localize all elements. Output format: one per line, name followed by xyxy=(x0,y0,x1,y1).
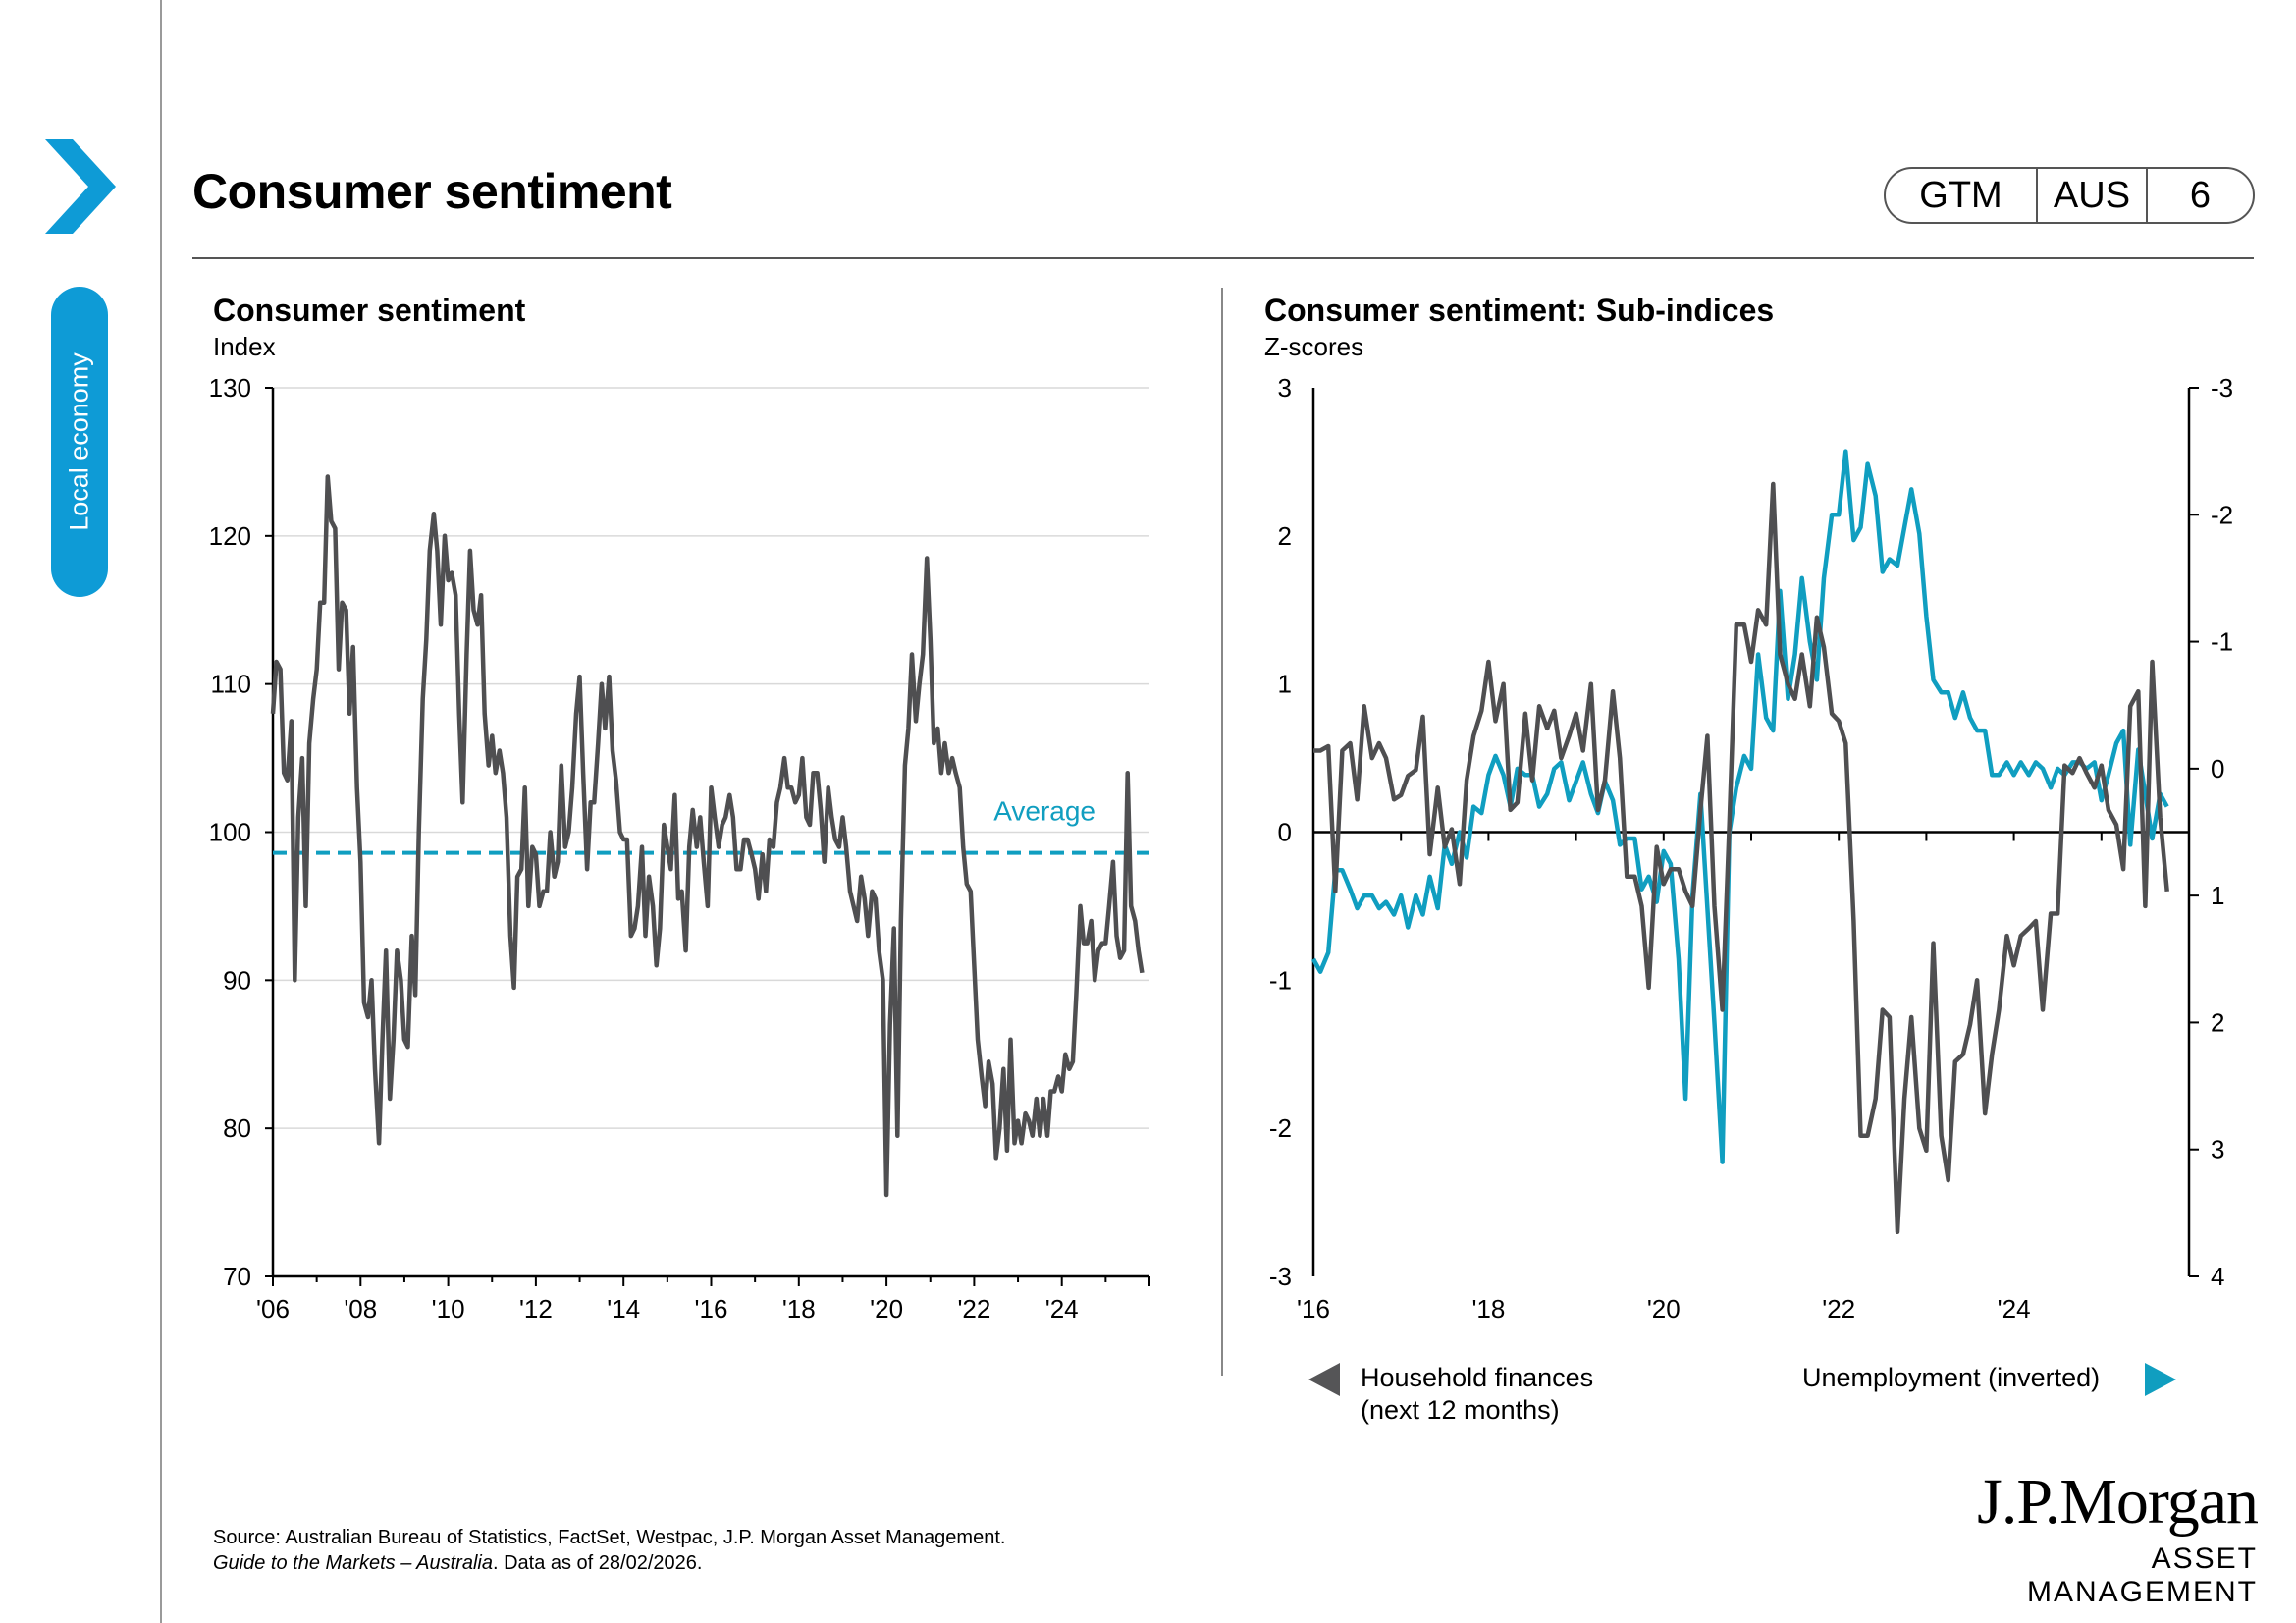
right-y-tick-label: 0 xyxy=(2211,754,2224,784)
left-y-tick-label: 1 xyxy=(1278,670,1292,699)
y-tick-label: 130 xyxy=(209,373,251,403)
legend-left-arrow-icon xyxy=(1308,1363,1340,1396)
x-tick-label: '24 xyxy=(1998,1294,2031,1324)
x-tick-label: '20 xyxy=(870,1294,903,1324)
legend-household-line2: (next 12 months) xyxy=(1361,1395,1560,1425)
guide-title: Guide to the Markets – Australia xyxy=(213,1552,493,1574)
right-y-tick-label: -3 xyxy=(2211,373,2233,403)
source-line: Source: Australian Bureau of Statistics,… xyxy=(213,1527,1006,1548)
left-y-tick-label: -1 xyxy=(1269,965,1292,995)
left-y-tick-label: 2 xyxy=(1278,521,1292,551)
source-note: Source: Australian Bureau of Statistics,… xyxy=(213,1525,1005,1576)
x-tick-label: '16 xyxy=(1297,1294,1330,1324)
sub-indices-chart: -3 -2 -1 0 1 2 3 -3 -2 -1 0 1 2 3 4 '16 '18 '20 '22 '24 xyxy=(1269,373,2233,1324)
sentiment-index-chart: 70 80 90 100 110 120 130 '06 '08 '10 '12 '14 '16 '18 '… xyxy=(209,373,1150,1324)
average-label: Average xyxy=(993,796,1095,827)
sentiment-series-line xyxy=(270,474,1145,1198)
y-tick-label: 110 xyxy=(211,670,251,699)
chart-divider xyxy=(1221,288,1223,1376)
right-y-tick-label: 1 xyxy=(2211,881,2224,910)
household-finances-series-line xyxy=(1313,481,2169,1235)
x-tick-label: '18 xyxy=(1471,1294,1505,1324)
y-tick-label: 70 xyxy=(223,1262,251,1291)
y-tick-label: 100 xyxy=(209,818,251,847)
y-tick-label: 80 xyxy=(223,1113,251,1143)
left-y-tick-label: -3 xyxy=(1269,1262,1292,1291)
right-y-tick-label: -1 xyxy=(2211,627,2233,657)
left-vertical-rule xyxy=(160,0,162,1623)
badge-gtm: GTM xyxy=(1919,174,2002,216)
x-tick-label: '14 xyxy=(607,1294,640,1324)
x-tick-label: '08 xyxy=(344,1294,377,1324)
right-y-tick-label: 4 xyxy=(2211,1262,2224,1291)
chevron-right-icon xyxy=(45,139,116,234)
right-y-tick-label: -2 xyxy=(2211,500,2233,529)
left-y-tick-label: -2 xyxy=(1269,1113,1292,1143)
page-title: Consumer sentiment xyxy=(192,164,672,219)
logo-line1: J.P.Morgan xyxy=(1977,1466,2259,1538)
left-chart-title: Consumer sentiment xyxy=(213,293,526,328)
y-tick-label: 120 xyxy=(209,521,251,551)
right-chart-ylabel: Z-scores xyxy=(1264,332,1364,361)
legend-household-finances: Household finances (next 12 months) xyxy=(1361,1362,1593,1427)
badge-page-number: 6 xyxy=(2189,174,2212,216)
jpmorgan-logo: J.P.Morgan ASSET MANAGEMENT xyxy=(1924,1466,2259,1609)
left-y-tick-label: 0 xyxy=(1278,818,1292,847)
x-tick-label: '22 xyxy=(957,1294,990,1324)
logo-line2: ASSET MANAGEMENT xyxy=(2026,1542,2258,1608)
left-y-tick-label: 3 xyxy=(1278,373,1292,403)
y-tick-label: 90 xyxy=(223,965,251,995)
legend-household-line1: Household finances xyxy=(1361,1363,1594,1392)
data-date: . Data as of 28/02/2026. xyxy=(492,1552,703,1574)
right-chart-title: Consumer sentiment: Sub-indices xyxy=(1264,293,1775,328)
x-tick-label: '06 xyxy=(256,1294,290,1324)
x-tick-label: '12 xyxy=(519,1294,553,1324)
section-tab-label: Local economy xyxy=(64,352,94,531)
right-y-tick-label: 3 xyxy=(2211,1135,2224,1164)
x-tick-label: '22 xyxy=(1822,1294,1855,1324)
badge-region: AUS xyxy=(2036,169,2148,222)
legend-right-arrow-icon xyxy=(2145,1363,2176,1396)
left-chart-ylabel: Index xyxy=(213,332,276,361)
legend-unemployment: Unemployment (inverted) xyxy=(1802,1363,2101,1392)
guide-line: Guide to the Markets – Australia. Data a… xyxy=(213,1550,1005,1576)
x-tick-label: '24 xyxy=(1045,1294,1079,1324)
page-badge: GTM AUS 6 xyxy=(1884,167,2255,224)
right-y-tick-label: 2 xyxy=(2211,1007,2224,1037)
x-tick-label: '16 xyxy=(695,1294,728,1324)
x-tick-label: '20 xyxy=(1647,1294,1681,1324)
x-tick-label: '10 xyxy=(432,1294,465,1324)
section-tab-local-economy[interactable]: Local economy xyxy=(51,287,108,597)
x-tick-label: '18 xyxy=(782,1294,816,1324)
header-divider xyxy=(192,257,2254,259)
